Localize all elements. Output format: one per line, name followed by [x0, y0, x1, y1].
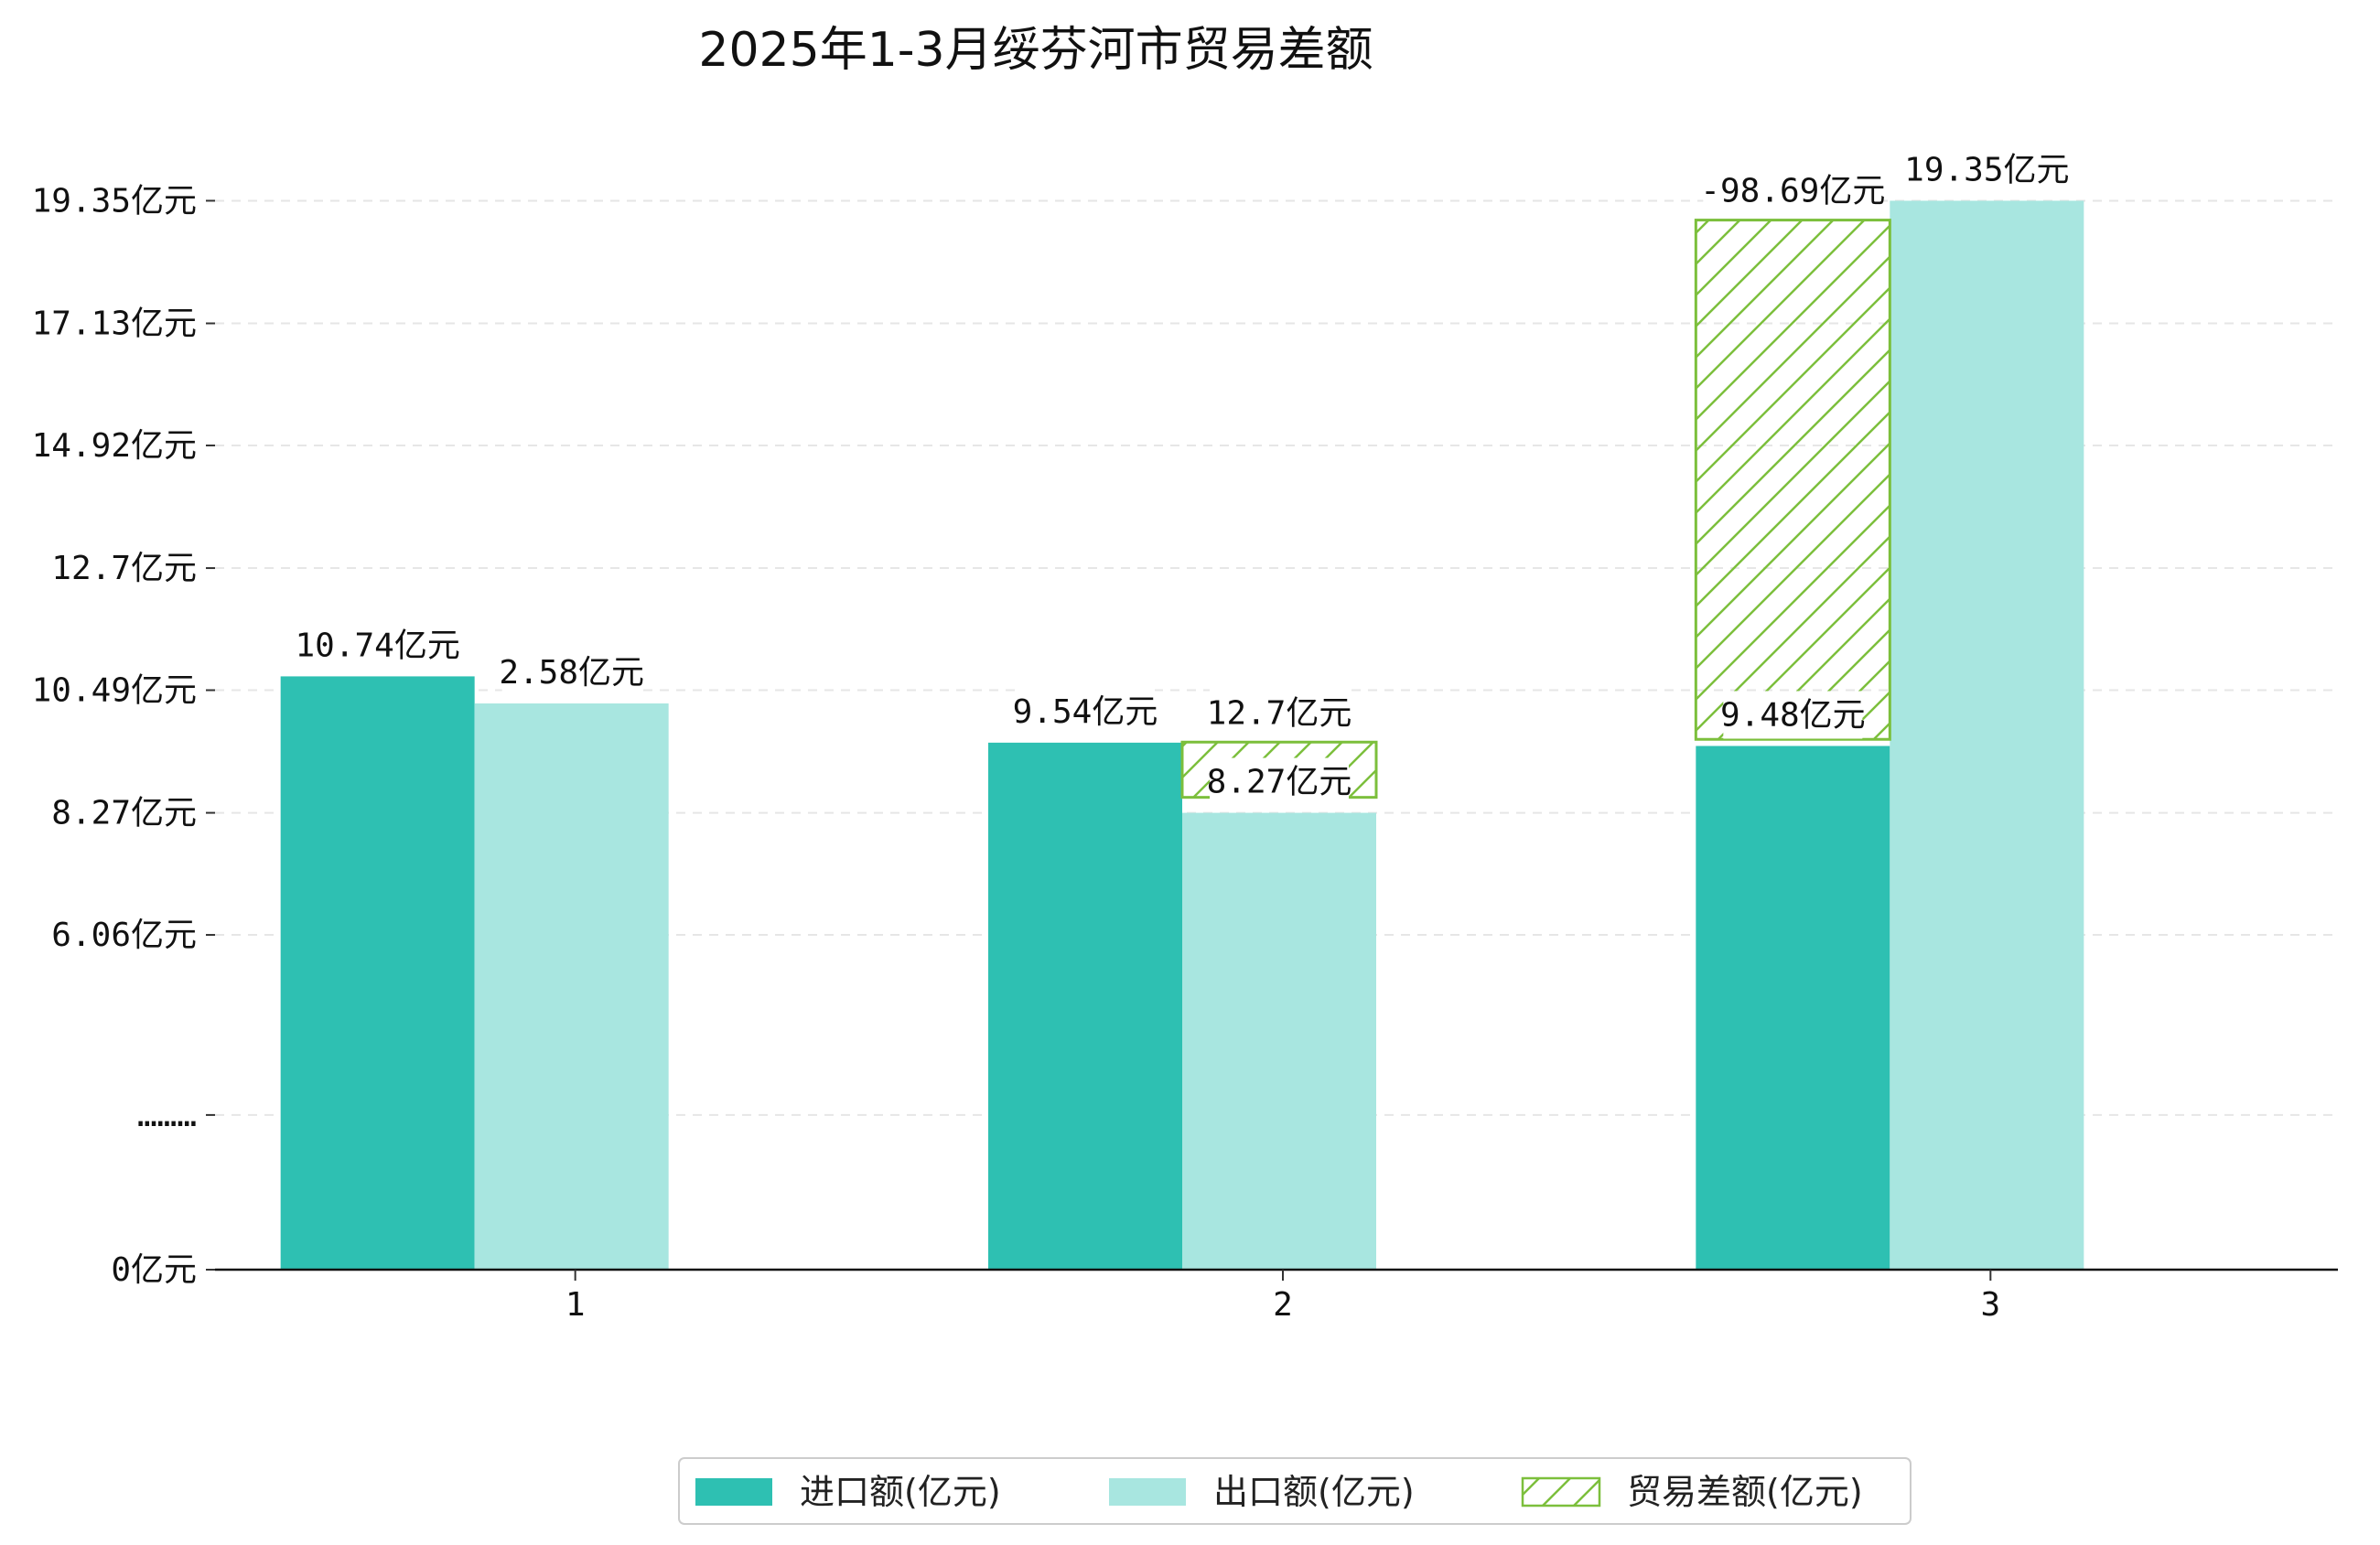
import-value-label: 9.54亿元 [1013, 693, 1158, 731]
export-bar [1182, 812, 1376, 1270]
balance-value-label: -98.69亿元 [1700, 173, 1885, 210]
x-tick-label: 3 [1980, 1286, 2000, 1324]
chart-title: 2025年1-3月绥芬河市贸易差额 [698, 23, 1373, 78]
export-value-label-bg [1907, 145, 2067, 194]
legend-label: 贸易差额(亿元) [1627, 1472, 1863, 1512]
export-bar [1890, 200, 2084, 1271]
axes: 0亿元 ……… 6.06亿元 8.27亿元 10.49亿元 12.7亿元 14.92亿元 17… [32, 182, 2338, 1324]
y-tick-label: 8.27亿元 [51, 795, 197, 832]
x-tick-label: 1 [565, 1286, 586, 1324]
legend-swatch [695, 1478, 772, 1506]
balance-value-label-bg [1210, 689, 1349, 737]
balance-value-label-bg [1703, 166, 1883, 215]
y-tick-label: 14.92亿元 [32, 427, 197, 465]
y-tick-label: 19.35亿元 [32, 182, 197, 220]
y-tick-label: 6.06亿元 [51, 917, 197, 954]
import-value-label: 9.48亿元 [1720, 697, 1866, 735]
legend-label: 出口额(亿元) [1213, 1472, 1415, 1512]
export-value-label-bg [501, 649, 641, 696]
import-value-label-bg [1016, 687, 1155, 735]
export-value-label: 19.35亿元 [1904, 151, 2069, 188]
legend[interactable]: 进口额(亿元) 出口额(亿元) 贸易差额(亿元) [678, 1457, 1912, 1525]
y-tick-label: 0亿元 [111, 1251, 197, 1289]
export-value-label: 2.58亿元 [499, 654, 644, 692]
balance-bar [1694, 219, 1891, 741]
x-tick-label: 2 [1273, 1286, 1293, 1324]
import-value-label-bg [1723, 691, 1863, 739]
legend-swatch [1109, 1478, 1186, 1506]
y-tick-label: 10.49亿元 [32, 672, 197, 710]
y-tick-label: ……… [137, 1097, 197, 1134]
import-bar [280, 676, 475, 1270]
legend-box [678, 1457, 1912, 1525]
y-tick-label: 17.13亿元 [32, 306, 197, 343]
import-value-label-bg [297, 621, 458, 670]
export-value-label: 8.27亿元 [1207, 764, 1352, 801]
legend-label: 进口额(亿元) [800, 1472, 1001, 1512]
legend-swatch [1521, 1476, 1601, 1507]
export-bar [474, 703, 669, 1270]
import-bar [1696, 746, 1890, 1270]
import-value-label: 10.74亿元 [295, 627, 459, 664]
export-value-label-bg [1210, 757, 1349, 806]
y-tick-label: 12.7亿元 [51, 550, 197, 587]
import-bar [988, 742, 1182, 1270]
balance-value-label: 12.7亿元 [1207, 694, 1352, 732]
data-labels: 10.74亿元 2.58亿元 9.54亿元 8.27亿元 12.7亿元 9.48亿元 19.… [295, 145, 2070, 806]
